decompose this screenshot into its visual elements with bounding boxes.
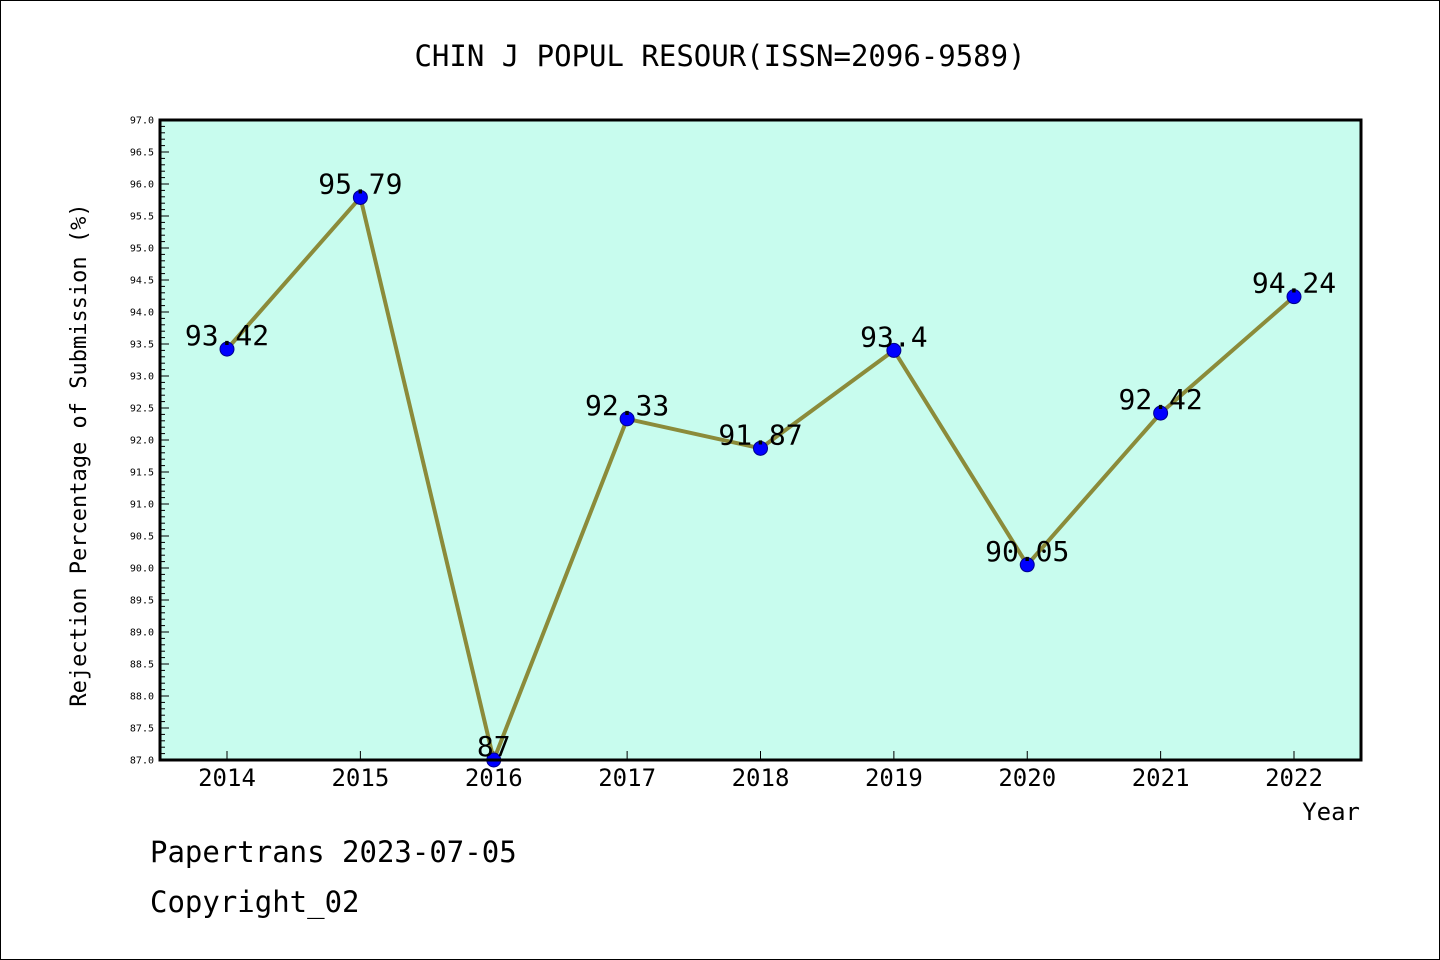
data-point [352,189,368,205]
y-tick-label: 94.5 [130,276,154,287]
y-tick-label: 95.5 [130,212,154,223]
data-label: 95.79 [318,167,402,200]
y-tick-label: 88.0 [130,692,154,703]
y-tick-label: 92.5 [130,404,154,415]
data-label: 92.42 [1118,383,1202,416]
footer-copyright: Copyright_02 [150,885,360,919]
y-tick-label: 93.5 [130,340,154,351]
y-tick-label: 91.0 [130,500,154,511]
y-tick-label: 89.5 [130,596,154,607]
x-tick-label: 2022 [1265,764,1323,792]
y-tick-label: 90.5 [130,532,154,543]
data-label: 91.87 [718,418,802,451]
y-tick-label: 87.5 [130,724,154,735]
y-axis-label: Rejection Percentage of Submission (%) [67,203,92,706]
data-point [753,440,768,456]
y-tick-label: 96.0 [130,180,154,191]
data-label: 87 [477,730,511,763]
x-tick-label: 2014 [198,764,256,792]
x-tick-label: 2015 [331,764,389,792]
x-tick-label: 2021 [1132,764,1190,792]
x-tick-label: 2018 [732,764,790,792]
y-tick-label: 95.0 [130,244,154,255]
data-label: 90.05 [985,535,1069,568]
y-tick-label: 92.0 [130,436,154,447]
data-point [1153,405,1169,421]
data-point [1286,289,1302,305]
y-tick-label: 96.5 [130,148,154,159]
data-label: 93.42 [185,319,269,352]
plot-area [160,120,1361,760]
x-tick-label: 2019 [865,764,923,792]
plot-border [158,118,1363,762]
data-label: 94.24 [1252,267,1336,300]
x-tick-label: 2020 [998,764,1056,792]
y-tick-label: 88.5 [130,660,154,671]
x-axis-label: Year [1302,798,1360,826]
y-tick-label: 89.0 [130,628,154,639]
data-point [1019,557,1035,573]
data-label: 92.33 [585,389,669,422]
x-axis: 2014 2015 2016 2017 2018 2019 2020 2021 2022 [198,751,1323,792]
y-tick-label: 87.0 [130,756,154,767]
footer-date: Papertrans 2023-07-05 [150,835,517,869]
y-tick-label: 90.0 [130,564,154,575]
y-axis: 87.0 87.5 88.0 88.5 89.0 89.5 90.0 90.5 91.0 91.5… [130,116,169,767]
y-tick-label: 94.0 [130,308,154,319]
data-label: 93.4 [860,320,927,353]
y-tick-label: 97.0 [130,116,154,127]
series-layer: 93.42 95.79 87 92.33 91.87 93.4 90.05 92.42 94.2… [185,167,1336,768]
y-tick-label: 91.5 [130,468,154,479]
data-point [219,341,235,357]
data-point [886,342,902,358]
chart-title: CHIN J POPUL RESOUR(ISSN=2096-9589) [414,39,1025,73]
x-tick-label: 2017 [598,764,656,792]
x-tick-label: 2016 [465,764,523,792]
data-point [619,411,635,427]
y-tick-label: 93.0 [130,372,154,383]
